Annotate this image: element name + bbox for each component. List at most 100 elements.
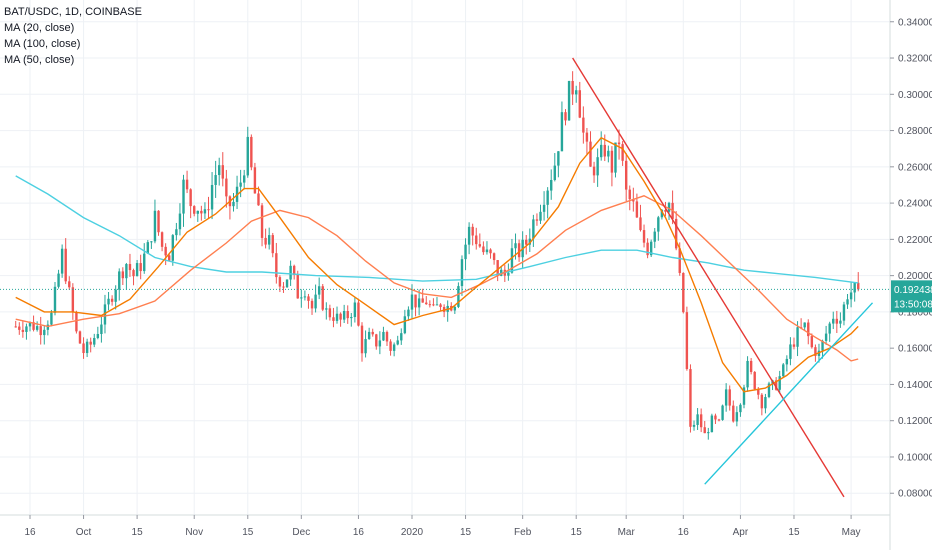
candle-body <box>93 338 96 345</box>
candle-body <box>289 265 292 280</box>
last-price-tag <box>891 280 932 313</box>
candle-body <box>557 151 560 166</box>
symbol-line[interactable]: BAT/USDC, 1D, COINBASE <box>4 6 142 18</box>
candle-body <box>139 263 142 272</box>
candle-body <box>746 360 749 388</box>
candle-body <box>171 235 174 261</box>
grid <box>0 0 890 515</box>
x-tick-label: Dec <box>292 527 310 538</box>
legend-ma20[interactable]: MA (20, close) <box>4 22 75 34</box>
candle-body <box>364 339 367 354</box>
candle-body <box>657 217 660 232</box>
candle-body <box>660 209 664 218</box>
candle-body <box>310 300 314 309</box>
trend-line-down[interactable] <box>572 57 845 498</box>
candle-body <box>164 246 167 256</box>
candle-body <box>317 286 321 295</box>
candle-body <box>735 412 739 422</box>
candle-body <box>371 331 374 335</box>
candle-body <box>118 271 121 290</box>
x-tick-label: 16 <box>24 527 36 538</box>
candle-body <box>849 292 853 300</box>
x-tick-label: 2020 <box>401 527 424 538</box>
candle-body <box>778 376 781 390</box>
chart-legend: BAT/USDC, 1D, COINBASE MA (20, close) MA… <box>4 4 142 68</box>
candle-body <box>21 329 25 332</box>
candle-body <box>335 313 339 321</box>
candle-body <box>257 193 260 206</box>
candle-body <box>314 294 317 309</box>
candle-body <box>482 246 485 253</box>
candle-body <box>828 323 831 334</box>
legend-ma100[interactable]: MA (100, close) <box>4 38 81 50</box>
candle-body <box>807 322 810 337</box>
candle-body <box>603 144 606 157</box>
candle-body <box>585 132 589 142</box>
candle-body <box>382 331 385 341</box>
trend-line-up[interactable] <box>704 302 874 485</box>
candle-body <box>742 387 746 405</box>
candle-body <box>710 415 714 433</box>
candle-body <box>724 389 728 406</box>
candle-body <box>210 184 214 210</box>
candle-body <box>53 286 57 313</box>
candle-body <box>214 175 217 185</box>
candle-body <box>721 405 724 420</box>
candle-body <box>607 150 610 157</box>
candle-body <box>489 249 492 254</box>
candle-body <box>550 179 553 191</box>
candle-body <box>853 282 856 293</box>
candle-body <box>43 329 46 336</box>
candle-body <box>578 90 581 118</box>
candle-body <box>203 209 207 214</box>
candle-body <box>796 327 799 347</box>
candle-body <box>28 322 32 327</box>
candle-body <box>857 282 860 290</box>
x-tick-label: 15 <box>242 527 254 538</box>
candle-body <box>200 210 203 214</box>
candle-body <box>535 219 539 221</box>
candle-body <box>517 243 521 258</box>
trend-lines[interactable] <box>572 57 874 498</box>
candle-body <box>196 210 199 214</box>
candle-body <box>18 326 21 330</box>
candle-body <box>667 202 671 212</box>
candle-body <box>546 190 549 205</box>
candle-body <box>757 389 760 395</box>
x-tick-label: Nov <box>185 527 203 538</box>
candle-body <box>460 259 464 287</box>
candle-body <box>764 397 767 409</box>
candle-body <box>385 331 389 342</box>
candle-body <box>71 287 75 313</box>
candle-body <box>185 179 189 190</box>
x-tick-label: 15 <box>132 527 144 538</box>
candle-body <box>32 322 35 330</box>
x-tick-label: Oct <box>76 527 92 538</box>
candle-body <box>699 414 703 428</box>
candle-body <box>150 241 153 243</box>
candle-body <box>432 304 435 306</box>
x-tick-label: May <box>842 527 861 538</box>
candle-body <box>250 136 253 168</box>
candle-body <box>285 279 289 288</box>
ma50-line <box>15 195 859 362</box>
x-tick-label: 15 <box>788 527 800 538</box>
candle-body <box>175 229 178 236</box>
legend-ma50[interactable]: MA (50, close) <box>4 54 75 66</box>
candle-body <box>75 312 78 332</box>
candle-body <box>375 334 378 347</box>
candle-body <box>78 331 82 344</box>
candle-body <box>85 341 89 354</box>
candle-body <box>39 326 42 336</box>
candle-body <box>525 239 528 245</box>
candle-body <box>132 270 135 277</box>
candle-body <box>464 244 467 260</box>
candle-body <box>267 235 271 245</box>
candle-body <box>367 331 371 340</box>
candle-body <box>803 322 806 328</box>
candle-body <box>614 142 617 173</box>
candle-body <box>649 241 653 256</box>
